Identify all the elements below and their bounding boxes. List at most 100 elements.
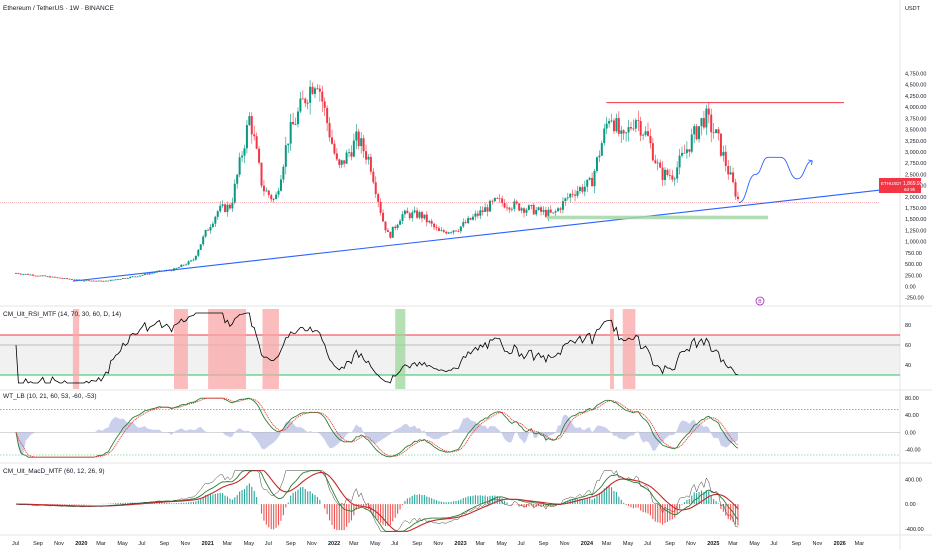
rsi-tick-label: 40	[905, 363, 911, 369]
candle-body	[141, 274, 144, 276]
candle-body	[343, 160, 346, 164]
candle-body	[622, 130, 625, 134]
x-tick-label: Sep	[159, 541, 169, 547]
candle-body	[129, 276, 132, 279]
candle-body	[520, 208, 523, 211]
candle-body	[355, 131, 358, 141]
candle-body	[260, 162, 263, 186]
wt-tick-label: 40.00	[905, 413, 919, 419]
candle-body	[433, 223, 436, 228]
candle-body	[496, 197, 499, 199]
candle-body	[258, 148, 261, 163]
candle-body	[209, 227, 212, 231]
candle-body	[530, 205, 533, 206]
y-tick-label: 4,250.00	[905, 94, 926, 100]
y-tick-label: 750.00	[905, 251, 922, 257]
candle-body	[377, 194, 380, 202]
candle-body	[627, 127, 630, 133]
candle-body	[576, 190, 579, 196]
candle-body	[29, 274, 32, 276]
candle-body	[107, 280, 110, 282]
candle-body	[678, 155, 681, 168]
candle-body	[190, 260, 193, 262]
candle-body	[323, 101, 326, 108]
candle-body	[729, 172, 732, 175]
candle-body	[527, 205, 530, 210]
candle-body	[85, 280, 88, 282]
candle-body	[654, 160, 657, 164]
candle-body	[284, 145, 287, 167]
candle-body	[44, 275, 47, 277]
candle-body	[452, 230, 455, 233]
rsi-pane[interactable]	[0, 309, 900, 389]
candle-body	[639, 121, 642, 136]
wt-slow-line	[15, 397, 739, 458]
macd-pane[interactable]	[15, 470, 739, 532]
candle-body	[350, 152, 353, 157]
candle-body	[27, 273, 30, 275]
x-tick-label: Mar	[475, 541, 485, 547]
candle-body	[634, 120, 637, 129]
candle-body	[289, 121, 292, 144]
candle-body	[326, 107, 329, 124]
candle-body	[318, 88, 321, 92]
y-tick-label: 500.00	[905, 262, 922, 268]
candle-body	[564, 198, 567, 202]
candle-body	[114, 279, 117, 281]
candle-body	[535, 209, 538, 215]
candle-body	[489, 200, 491, 212]
candle-body	[53, 276, 56, 278]
candle-body	[83, 280, 86, 282]
candle-body	[262, 185, 265, 192]
candle-body	[632, 128, 635, 130]
candle-body	[583, 186, 586, 192]
y-tick-label: 3,500.00	[905, 128, 926, 134]
y-tick-label: 2,500.00	[905, 172, 926, 178]
y-tick-label: 250.00	[905, 273, 922, 279]
event-marker[interactable]: B	[755, 296, 765, 306]
candle-body	[435, 227, 438, 229]
candle-body	[109, 279, 112, 281]
candle-body	[211, 223, 214, 228]
candle-body	[282, 166, 285, 180]
candle-body	[335, 153, 338, 160]
candle-body	[612, 120, 615, 132]
candle-body	[702, 118, 705, 128]
x-tick-label: Mar	[96, 541, 106, 547]
candle-body	[430, 220, 433, 224]
candle-body	[138, 275, 141, 277]
candle-body	[338, 159, 341, 165]
last-price-tag[interactable]: ETHUSDT 1,869.92 6d 9h	[879, 178, 923, 193]
candle-body	[671, 175, 674, 180]
candle-body	[442, 230, 445, 232]
price-tag-value: 1,869.92	[903, 181, 923, 187]
support-zone	[546, 215, 769, 220]
candle-body	[440, 230, 443, 232]
wavetrend-pane[interactable]	[0, 397, 900, 458]
candle-body	[255, 136, 258, 149]
y-tick-label: -250.00	[905, 296, 924, 302]
x-tick-label: May	[623, 541, 634, 547]
candle-body	[418, 212, 421, 218]
candle-body	[537, 207, 540, 210]
price-pane[interactable]	[0, 80, 920, 282]
candle-body	[49, 276, 52, 278]
x-tick-label: May	[497, 541, 508, 547]
candle-body	[542, 209, 545, 212]
x-tick-label: 2026	[834, 541, 846, 547]
candle-body	[112, 279, 115, 281]
candle-body	[698, 126, 701, 140]
candle-body	[231, 202, 234, 209]
candle-body	[508, 207, 511, 210]
candle-body	[406, 210, 409, 214]
candle-body	[301, 98, 304, 100]
x-tick-label: Sep	[33, 541, 43, 547]
macd-tick-label: 0.00	[905, 502, 916, 508]
y-tick-label: 0.00	[905, 285, 916, 291]
candle-body	[296, 111, 299, 125]
candle-body	[420, 212, 423, 219]
x-tick-label: Nov	[54, 541, 64, 547]
candle-body	[498, 198, 501, 200]
candle-body	[328, 123, 331, 138]
